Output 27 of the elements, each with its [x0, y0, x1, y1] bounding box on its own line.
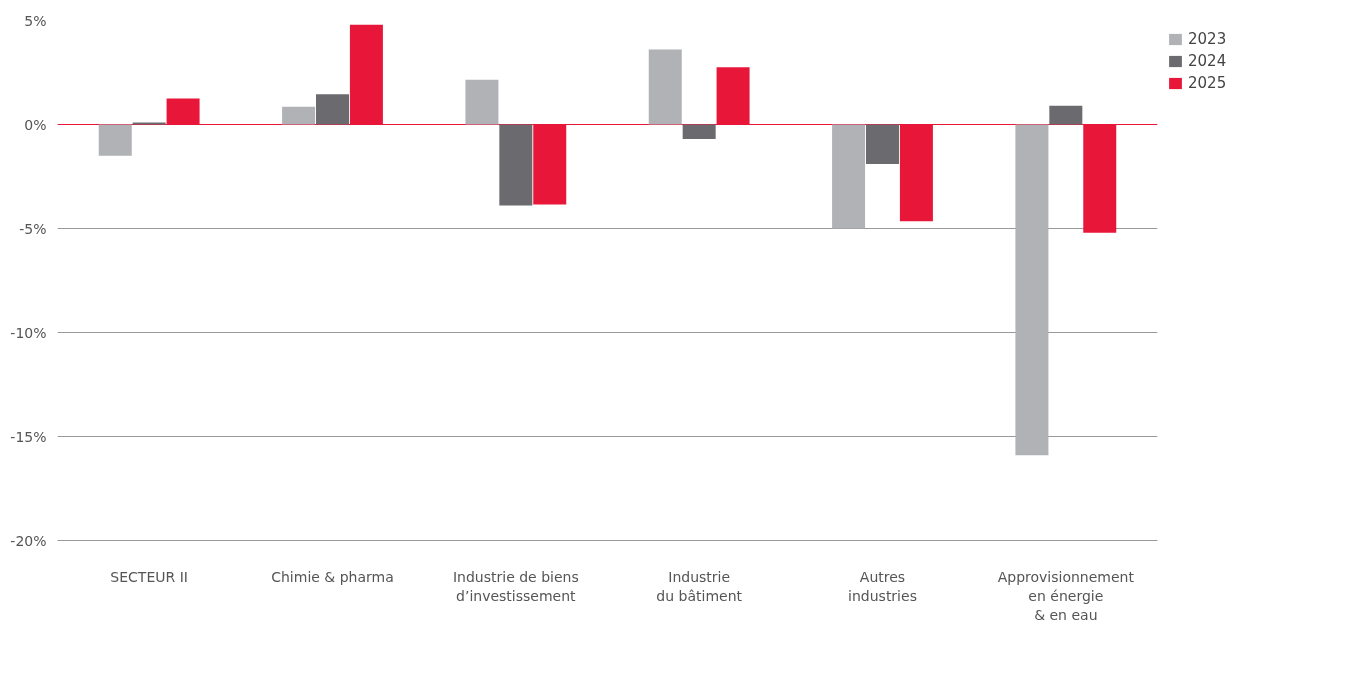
legend-label: 2024 [1188, 52, 1227, 70]
bar [132, 122, 166, 125]
bar [1049, 105, 1083, 125]
bar [648, 49, 682, 125]
y-tick-label: 5% [24, 12, 47, 29]
x-tick-label: Chimie & pharma [271, 568, 394, 585]
y-tick-label: 0% [24, 116, 47, 133]
bar [98, 124, 132, 156]
y-tick-label: -5% [19, 220, 47, 237]
bar [1015, 124, 1049, 456]
y-tick-label: -15% [10, 428, 47, 445]
bar [682, 124, 716, 140]
bar [465, 79, 499, 125]
bar [316, 94, 349, 125]
x-tick-label: Approvisionnement en énergie & en eau [997, 568, 1135, 623]
legend-label: 2025 [1188, 74, 1227, 92]
bar [282, 106, 316, 125]
x-tick-label: SECTEUR II [110, 568, 188, 585]
x-tick-label: Autres industries [848, 568, 917, 604]
bar [832, 124, 866, 229]
legend-label: 2023 [1188, 30, 1227, 48]
x-tick-label: Industrie du bâtiment [656, 568, 743, 604]
x-tick-label: Industrie de biens d’investissement [452, 568, 579, 604]
y-tick-label: -10% [10, 324, 47, 341]
bar [866, 124, 899, 165]
y-tick-label: -20% [10, 532, 47, 549]
bar [499, 124, 533, 206]
